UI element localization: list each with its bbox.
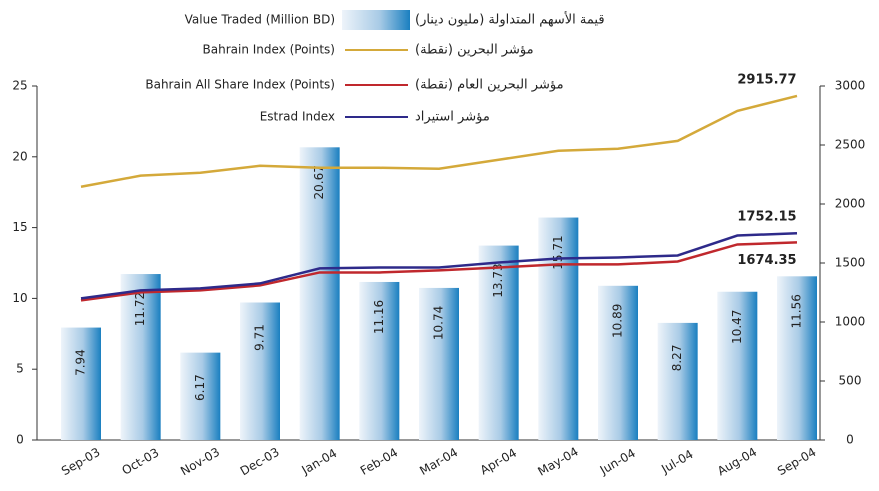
- legend-label-ar: قيمة الأسهم المتداولة (مليون دينار): [415, 11, 605, 28]
- x-tick-label: Aug-04: [715, 445, 759, 479]
- y2-tick-label: 2500: [835, 138, 866, 152]
- bar-value-label: 7.94: [74, 349, 88, 376]
- x-tick-label: Feb-04: [358, 445, 400, 478]
- line-end-label: 1752.15: [737, 210, 796, 225]
- bar-value-label: 20.67: [312, 165, 326, 199]
- y-tick-label: 25: [12, 79, 27, 93]
- bar-value-label: 6.17: [193, 374, 207, 401]
- x-tick-label: Nov-03: [178, 445, 222, 478]
- legend-swatch: [342, 10, 410, 30]
- bar: [180, 352, 221, 440]
- line-end-label: 2915.77: [737, 72, 796, 87]
- y2-tick-label: 2000: [835, 197, 866, 211]
- bar: [419, 287, 459, 440]
- legend-label-ar: مؤشر البحرين العام (نقطة): [415, 78, 564, 93]
- bar-value-label: 11.56: [790, 294, 804, 328]
- bar: [61, 327, 101, 440]
- bar-value-label: 15.71: [551, 235, 565, 269]
- bar: [717, 291, 758, 440]
- bar: [657, 322, 698, 440]
- x-tick-label: Sep-03: [59, 445, 103, 478]
- line-end-label: 1674.35: [737, 253, 796, 268]
- x-tick-label: May-04: [535, 444, 580, 478]
- legend-label: Value Traded (Million BD): [185, 13, 335, 27]
- bar-value-label: 9.71: [253, 324, 267, 351]
- legend-label-ar: مؤشر البحرين (نقطة): [415, 43, 534, 58]
- y2-tick-label: 3000: [835, 79, 866, 93]
- bar: [598, 285, 638, 440]
- y2-tick-label: 1500: [835, 256, 866, 270]
- bar: [478, 245, 519, 440]
- x-tick-label: Dec-03: [238, 445, 282, 479]
- legend-label: Bahrain Index (Points): [203, 43, 336, 57]
- x-tick-label: Oct-03: [119, 445, 161, 477]
- bar: [299, 147, 340, 440]
- bar-value-label: 13.73: [491, 263, 505, 297]
- y2-tick-label: 500: [839, 374, 862, 388]
- bar: [538, 217, 579, 440]
- y2-tick-label: 1000: [835, 315, 866, 329]
- x-tick-label: Jun-04: [597, 446, 638, 478]
- bar-value-label: 10.89: [611, 304, 625, 338]
- line-series: [80, 231, 798, 300]
- y-tick-label: 0: [16, 433, 24, 447]
- y-tick-label: 10: [12, 291, 27, 305]
- x-tick-label: Sep-04: [775, 445, 819, 478]
- bar: [240, 302, 280, 440]
- x-tick-label: Apr-04: [478, 446, 519, 478]
- legend-label: Bahrain All Share Index (Points): [145, 78, 335, 92]
- bar: [777, 276, 817, 440]
- line-series: [80, 241, 798, 302]
- bar-value-label: 11.16: [372, 300, 386, 334]
- y-tick-label: 20: [12, 149, 27, 163]
- y-tick-label: 15: [12, 220, 27, 234]
- bar: [359, 281, 400, 440]
- bar: [120, 274, 161, 440]
- x-tick-label: Mar-04: [417, 445, 460, 478]
- bar-value-label: 10.74: [432, 306, 446, 340]
- y-tick-label: 5: [16, 362, 24, 376]
- x-tick-label: Jan-04: [299, 446, 340, 478]
- bar-value-label: 10.47: [730, 310, 744, 344]
- bar-value-label: 11.72: [133, 292, 147, 326]
- legend-label: Estrad Index: [260, 110, 335, 124]
- y2-tick-label: 0: [846, 433, 854, 447]
- bar-value-label: 8.27: [670, 345, 684, 372]
- x-tick-label: Jul-04: [658, 447, 695, 477]
- legend-label-ar: مؤشر استيراد: [415, 110, 490, 125]
- line-series: [80, 94, 798, 189]
